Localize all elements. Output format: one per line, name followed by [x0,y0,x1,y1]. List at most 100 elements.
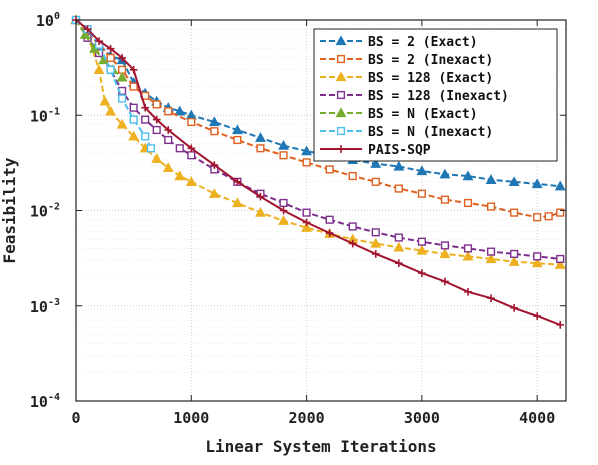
data-point [439,168,451,179]
legend-marker [335,107,347,118]
legend-label: BS = 2 (Inexact) [368,53,493,68]
data-point [556,254,565,264]
data-point [302,218,311,227]
data-point [106,53,115,62]
data-point [531,178,543,189]
data-point [79,29,91,39]
data-point [371,228,380,237]
y-tick-exponent: 0 [54,11,60,22]
data-point [301,145,313,156]
data-point [233,135,242,145]
data-point [510,304,518,312]
series-layer [70,14,566,329]
data-point [164,107,173,116]
data-point [441,277,449,286]
data-point [393,241,405,252]
data-point [152,115,161,124]
legend-box [313,28,558,162]
x-tick-label: 0 [71,409,80,427]
x-tick-label: 1000 [173,409,209,427]
data-point [279,198,288,208]
data-point [106,44,115,53]
data-point [233,178,242,186]
data-point [99,95,111,106]
data-point [256,144,265,153]
data-point [348,171,357,181]
x-tick-label: 3000 [404,409,440,427]
data-point [146,144,156,153]
data-point [416,165,428,176]
data-point [83,25,92,34]
data-point [164,126,173,134]
legend-marker [335,35,347,46]
data-point [394,184,403,193]
legend-label: BS = 128 (Exact) [368,71,493,86]
data-point [533,252,542,261]
series-line [75,19,561,266]
y-tick-base: 10 [30,298,48,316]
data-point [533,213,542,222]
data-point [302,208,311,217]
legend-marker [335,71,347,82]
data-point [116,71,128,82]
data-point [485,174,497,184]
y-tick-base: 10 [30,203,48,221]
data-point [174,170,186,181]
data-point [556,321,565,329]
data-point [393,160,405,171]
legend-item: PAIS-SQP [320,143,431,158]
data-point [417,189,426,198]
data-point [531,257,543,268]
legend-item: BS = 2 (Exact) [320,35,478,50]
y-tick-label: 10-3 [30,297,60,316]
y-tick-exponent: -3 [48,297,60,308]
data-point [462,170,474,181]
data-point [371,177,380,186]
x-axis-label: Linear System Iterations [205,437,436,456]
data-point [118,94,127,103]
data-point [278,215,289,225]
legend-item: BS = 128 (Exact) [320,71,493,86]
data-point [462,250,474,261]
y-tick-label: 100 [36,11,60,30]
data-point [128,130,140,141]
data-point [508,256,520,266]
data-point [164,135,173,145]
data-point [508,176,520,186]
data-point [279,151,288,160]
data-point [370,158,382,168]
legend-item: BS = 2 (Inexact) [320,53,493,68]
legend-label: PAIS-SQP [368,143,431,158]
x-tick-label: 2000 [289,409,325,427]
data-point [533,312,542,320]
data-point [301,222,313,232]
y-tick-base: 10 [30,107,48,125]
legend-marker [336,54,346,64]
data-point [210,161,219,169]
series-line [75,19,561,326]
data-point [544,212,553,221]
data-point [162,162,174,173]
data-point [487,294,495,303]
data-point [187,144,196,153]
data-point [174,105,186,116]
data-point [325,215,334,224]
data-point [394,233,403,242]
y-tick-exponent: -2 [48,202,60,213]
y-tick-exponent: -4 [48,392,60,403]
data-point [93,64,105,74]
legend-label: BS = 2 (Exact) [368,35,478,50]
data-point [231,197,243,208]
legend-item: BS = 128 (Inexact) [320,89,509,104]
legend-item: BS = N (Exact) [320,107,478,122]
data-point [440,241,450,250]
y-tick-base: 10 [36,12,54,30]
y-tick-base: 10 [30,393,48,411]
legend-label: BS = N (Exact) [368,107,478,122]
data-point [463,244,473,253]
y-axis-label: Feasibility [0,157,19,263]
y-tick-label: 10-1 [30,106,60,125]
